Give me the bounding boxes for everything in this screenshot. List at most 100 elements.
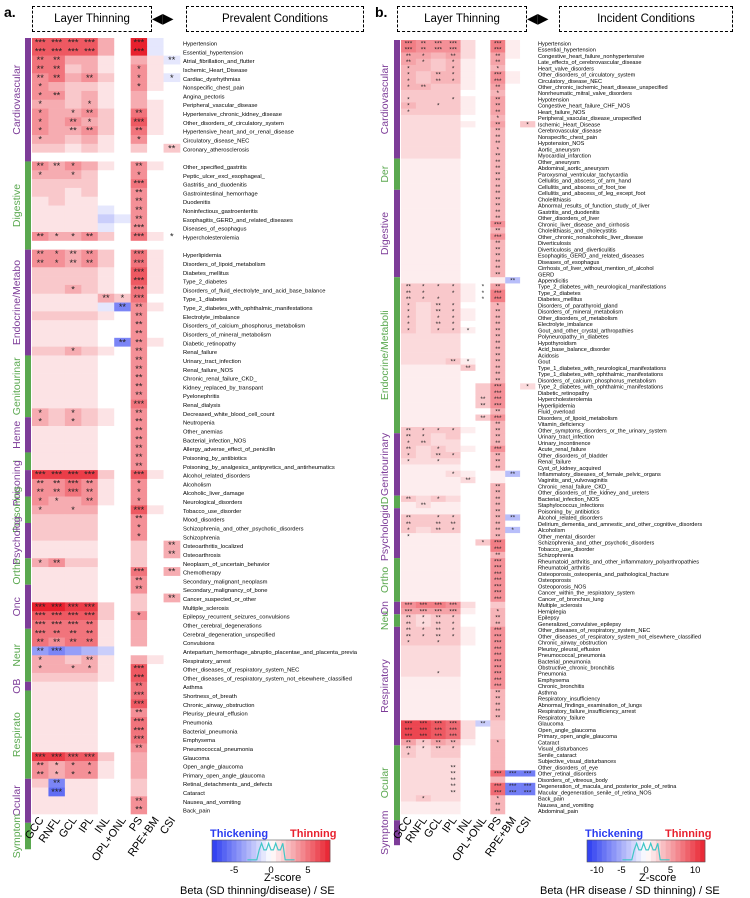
heatmap-cell (81, 161, 99, 171)
heatmap-cell (490, 339, 506, 347)
row-label: Poisoning_by_antibiotics (538, 509, 600, 515)
heatmap-cell (81, 761, 99, 771)
heatmap-cell (505, 789, 521, 796)
heatmap-cell (401, 645, 417, 653)
heatmap-cell (505, 58, 521, 66)
heatmap-cell (130, 73, 148, 83)
heatmap-cell (415, 77, 432, 84)
heatmap-cell (445, 670, 461, 677)
row-label: Glaucoma (538, 722, 564, 728)
heatmap-cell (505, 258, 521, 266)
heatmap-cell (415, 277, 432, 284)
heatmap-cell (64, 461, 82, 471)
heatmap-cell (415, 83, 432, 91)
heatmap-cell (163, 117, 181, 127)
heatmap-cell (490, 770, 506, 777)
row-label: Osteoporosis_NOS (538, 584, 586, 590)
heatmap-cell (32, 655, 49, 665)
colorbar-segment (310, 840, 316, 862)
heatmap-cell (81, 734, 99, 744)
row-label: Disorders_of_fluid_electrolyte_and_acid_… (183, 288, 325, 294)
significance-stars: *** (449, 608, 457, 615)
row-label: Type_1_diabetes_with_ophthalmic_manifest… (538, 372, 663, 378)
heatmap-cell (445, 252, 461, 259)
significance-stars: * (71, 108, 75, 118)
heatmap-cell (114, 549, 131, 559)
heatmap-cell (114, 628, 131, 638)
significance-stars: *** (494, 72, 502, 79)
significance-stars: *** (494, 771, 502, 778)
heatmap-cell (415, 52, 432, 60)
heatmap-cell (130, 82, 148, 92)
significance-stars: * (137, 135, 141, 145)
significance-stars: *** (494, 546, 502, 553)
heatmap-cell (97, 161, 115, 171)
heatmap-cell (415, 258, 432, 266)
heatmap-cell (475, 208, 491, 216)
significance-stars: * (407, 440, 410, 447)
heatmap-cell (64, 593, 82, 603)
heatmap-cell (430, 308, 446, 315)
heatmap-cell (430, 245, 446, 253)
heatmap-cell (460, 732, 476, 740)
heatmap-cell (445, 764, 461, 771)
heatmap-cell (520, 595, 536, 603)
row-label: Respiratory_failure (538, 715, 585, 721)
heatmap-cell (64, 725, 82, 735)
heatmap-cell (415, 589, 432, 596)
heatmap-cell (48, 681, 66, 691)
heatmap-cell (460, 764, 476, 771)
row-label: Hemiplegia (538, 609, 567, 615)
heatmap-cell (520, 745, 536, 752)
significance-stars: *** (494, 396, 502, 403)
heatmap-cell (475, 221, 491, 228)
heatmap-cell (505, 114, 521, 122)
heatmap-cell (430, 270, 446, 278)
heatmap-cell (48, 214, 66, 224)
heatmap-cell (430, 327, 446, 334)
significance-stars: * (452, 78, 455, 85)
heatmap-cell (401, 302, 417, 309)
heatmap-cell (430, 439, 446, 447)
significance-stars: * (71, 346, 75, 356)
heatmap-cell (460, 645, 476, 653)
significance-stars: * (407, 109, 410, 116)
significance-stars: * (407, 527, 410, 534)
heatmap-cell (475, 545, 491, 553)
heatmap-cell (445, 589, 461, 596)
row-label: Multiple_sclerosis (538, 603, 582, 609)
heatmap-cell (114, 179, 131, 189)
row-label: Hyperlipidemia (183, 253, 222, 259)
heatmap-cell (81, 575, 99, 586)
heatmap-cell (81, 381, 99, 392)
heatmap-b: *** ** *** *** ****** ** *** *** ***** * ** **** * * *… (379, 40, 706, 876)
significance-stars: * (422, 796, 425, 803)
column-label: CSI (514, 815, 534, 837)
row-label: Esophagitis_GERD_and_related_diseases (538, 254, 644, 260)
heatmap-cell (32, 38, 49, 48)
heatmap-cell (415, 114, 432, 122)
significance-stars: ** (436, 452, 442, 459)
heatmap-cell (401, 183, 417, 191)
heatmap-cell (505, 233, 521, 241)
heatmap-cell (460, 270, 476, 278)
significance-stars: *** (84, 46, 95, 56)
heatmap-cell (147, 320, 164, 330)
heatmap-cell (445, 158, 461, 166)
heatmap-cell (430, 133, 446, 141)
heatmap-cell (401, 564, 417, 571)
category-bar (394, 820, 400, 846)
significance-stars: ** (495, 321, 501, 328)
significance-stars: *** (494, 652, 502, 659)
significance-stars: * (452, 96, 455, 103)
heatmap-cell (505, 576, 521, 584)
heatmap-cell (401, 476, 417, 484)
heatmap-cell (130, 761, 148, 771)
heatmap-cell (114, 64, 131, 74)
heatmap-cell (475, 127, 491, 134)
heatmap-cell (505, 714, 521, 721)
significance-stars: ** (406, 284, 412, 291)
heatmap-cell (48, 240, 66, 250)
significance-stars: ** (451, 783, 457, 790)
heatmap-cell (32, 805, 49, 815)
